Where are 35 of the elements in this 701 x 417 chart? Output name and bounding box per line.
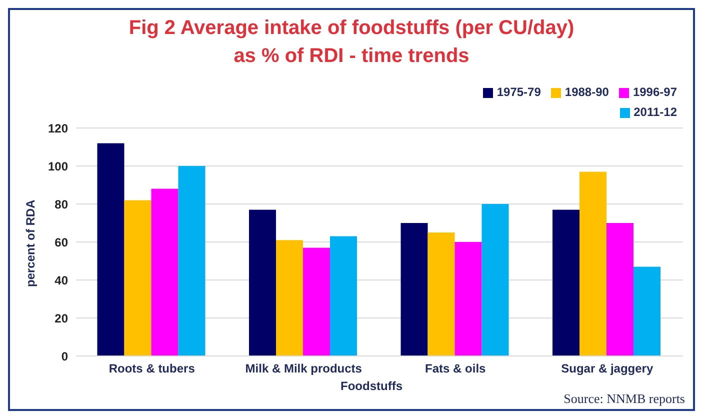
bar [579,172,606,356]
y-tick-label: 80 [54,197,68,212]
x-tick-label: Fats & oils [425,362,486,376]
bar [606,223,634,356]
legend-label: 2011-12 [634,105,677,119]
y-tick-label: 20 [54,311,68,326]
legend-label: 1975-79 [496,85,541,99]
y-tick-label: 0 [61,349,68,364]
x-tick-label: Sugar & jaggery [561,362,654,376]
chart-title: Fig 2 Average intake of foodstuffs (per CU/day) as % of RDI - time trends [128,16,576,69]
bar [330,236,357,356]
y-tick-label: 120 [48,121,68,136]
bar [454,242,482,356]
bar [97,143,124,356]
y-tick-label: 40 [54,273,68,288]
x-tick-label: Roots & tubers [108,362,196,376]
bar [302,248,330,356]
x-tick-label: Milk & Milk products [245,362,362,376]
x-axis-title: Foodstuffs [340,379,402,393]
y-axis-title: percent of RDA [23,199,38,287]
source-note: Source: NNMB reports [564,391,685,407]
bar [428,232,455,356]
bar [400,223,428,356]
bar [633,266,660,356]
bar [482,204,509,356]
bar [124,200,152,356]
y-tick-label: 60 [54,235,68,250]
bar [178,166,206,356]
bar [248,210,276,356]
bar [276,240,303,356]
bar [151,188,178,356]
legend-label: 1988-90 [564,85,609,99]
bar [552,210,580,356]
legend-label: 1996-97 [632,85,677,99]
y-tick-label: 100 [48,159,68,174]
